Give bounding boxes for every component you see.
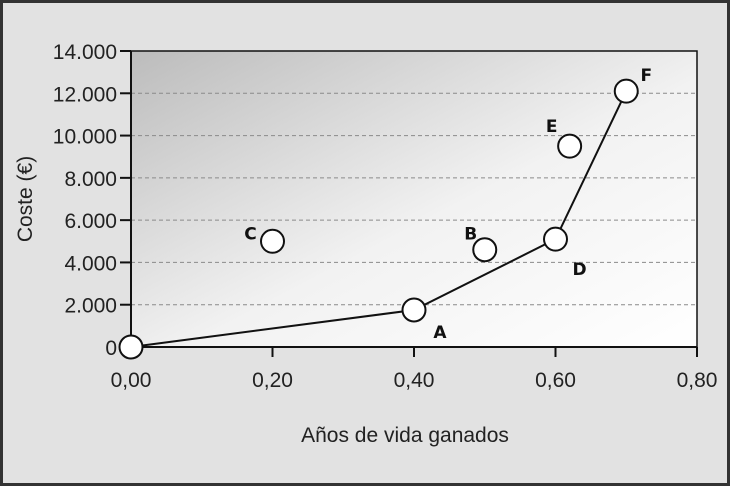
- x-tick-label: 0,60: [535, 369, 576, 392]
- x-axis-label: Años de vida ganados: [301, 424, 509, 447]
- data-point: [472, 237, 498, 263]
- y-tick-label: 2.000: [64, 295, 117, 318]
- y-tick-label: 6.000: [64, 210, 117, 233]
- y-tick-label: 14.000: [53, 41, 117, 64]
- y-tick-label: 8.000: [64, 168, 117, 191]
- point-label: E: [546, 117, 558, 137]
- y-tick-label: 12.000: [53, 83, 117, 106]
- x-tick-label: 0,00: [111, 369, 152, 392]
- data-point: [118, 334, 144, 360]
- frontier-line: [130, 90, 628, 348]
- x-tick-label: 0,40: [394, 369, 435, 392]
- y-tick-label: 0: [105, 337, 117, 360]
- data-point: [260, 228, 285, 254]
- x-tick-label: 0,80: [677, 369, 718, 392]
- y-axis-label: Coste (€): [14, 156, 37, 242]
- x-tick-label: 0,20: [252, 369, 293, 392]
- data-point: [613, 78, 639, 104]
- data-point: [557, 133, 583, 159]
- y-tick-label: 4.000: [64, 252, 117, 275]
- data-point: [401, 297, 427, 323]
- data-point: [543, 226, 568, 252]
- point-label: F: [640, 66, 652, 86]
- point-label: B: [464, 225, 477, 245]
- point-label: D: [572, 260, 586, 280]
- point-label: A: [433, 323, 447, 343]
- y-tick-label: 10.000: [53, 126, 117, 149]
- point-label: C: [244, 224, 256, 244]
